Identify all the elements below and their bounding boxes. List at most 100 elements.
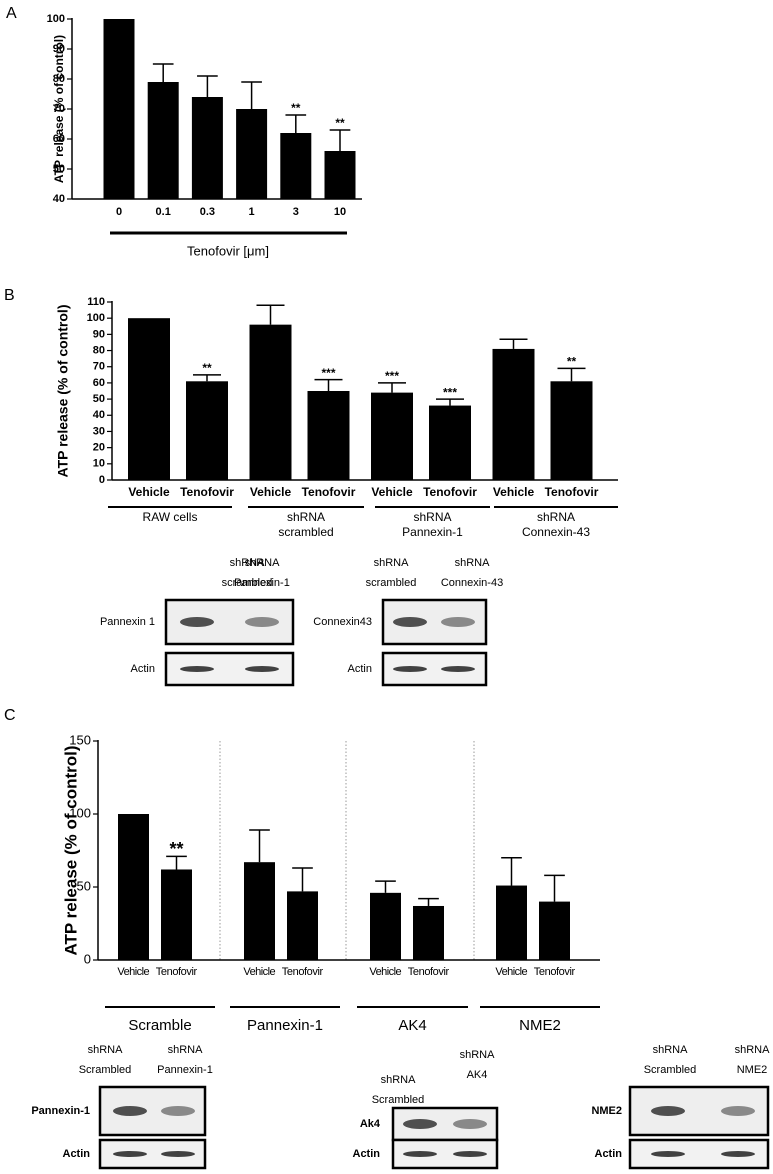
bar bbox=[103, 19, 135, 199]
bar bbox=[492, 348, 535, 480]
blot-band bbox=[161, 1106, 195, 1116]
y-tick-label: 50 bbox=[93, 393, 105, 405]
x-tick-label: 1 bbox=[249, 206, 255, 218]
bar bbox=[307, 391, 350, 480]
blot-row-label: Pannexin 1 bbox=[100, 616, 155, 628]
y-tick-label: 100 bbox=[47, 13, 65, 25]
group-label: Pannexin-1 bbox=[402, 525, 463, 539]
x-tick-label: 0.1 bbox=[156, 206, 171, 218]
group-label: Pannexin-1 bbox=[247, 1017, 323, 1034]
blot-band bbox=[453, 1119, 487, 1129]
y-tick-label: 90 bbox=[93, 328, 105, 340]
group-label: NME2 bbox=[519, 1017, 561, 1034]
blot-band bbox=[721, 1106, 755, 1116]
y-tick-label: 0 bbox=[84, 951, 91, 966]
blot-column-label: Scrambled bbox=[644, 1064, 697, 1076]
x-tick-label: Tenofovir bbox=[180, 485, 234, 499]
y-tick-label: 80 bbox=[53, 73, 65, 85]
y-axis-label: ATP release (% of control) bbox=[61, 745, 80, 955]
blot-row-label: Actin bbox=[348, 663, 372, 675]
x-tick-label: Tenofovir bbox=[302, 485, 356, 499]
blot-column-label: scrambled bbox=[366, 577, 417, 589]
x-tick-label: Vehicle bbox=[128, 485, 170, 499]
y-tick-label: 60 bbox=[53, 133, 65, 145]
y-tick-label: 50 bbox=[77, 878, 91, 893]
x-tick-label: Vehicle bbox=[117, 966, 149, 978]
y-axis-label: ATP release (% of control) bbox=[55, 305, 71, 478]
y-tick-label: 50 bbox=[53, 163, 65, 175]
blot-band bbox=[180, 617, 214, 627]
blot-band bbox=[403, 1151, 437, 1157]
bar bbox=[413, 905, 444, 960]
bar bbox=[280, 133, 312, 199]
y-axis-label: ATP release (% of control) bbox=[52, 35, 66, 183]
blot-row-label: Actin bbox=[63, 1148, 91, 1160]
y-tick-label: 10 bbox=[93, 458, 105, 470]
blot-row-label: Connexin43 bbox=[313, 616, 372, 628]
bar bbox=[161, 869, 192, 960]
blot-row-label: Pannexin-1 bbox=[31, 1105, 90, 1117]
blot-band bbox=[721, 1151, 755, 1157]
x-tick-label: 0.3 bbox=[200, 206, 215, 218]
y-tick-label: 60 bbox=[93, 377, 105, 389]
bar bbox=[147, 82, 179, 199]
y-tick-label: 80 bbox=[93, 344, 105, 356]
bar bbox=[118, 814, 149, 960]
blot-column-label: Scrambled bbox=[372, 1094, 425, 1106]
bar bbox=[539, 901, 570, 960]
blot-band bbox=[441, 666, 475, 672]
blot-column-label: Pannexin-1 bbox=[157, 1064, 213, 1076]
y-tick-label: 100 bbox=[87, 312, 105, 324]
group-label: shRNA bbox=[287, 510, 325, 524]
bar bbox=[249, 324, 292, 480]
blot-column-label: shRNA bbox=[455, 557, 491, 569]
x-tick-label: Tenofovir bbox=[423, 485, 477, 499]
group-label: RAW cells bbox=[143, 510, 198, 524]
significance-label: ** bbox=[169, 839, 183, 859]
x-tick-label: 3 bbox=[293, 206, 299, 218]
significance-label: ** bbox=[291, 101, 301, 115]
blot-band bbox=[651, 1151, 685, 1157]
blot-band bbox=[113, 1106, 147, 1116]
y-tick-label: 70 bbox=[53, 103, 65, 115]
x-tick-label: Tenofovir bbox=[534, 966, 576, 978]
x-tick-label: Tenofovir bbox=[545, 485, 599, 499]
x-tick-label: Tenofovir bbox=[156, 966, 198, 978]
blot-column-label: shRNA bbox=[381, 1074, 417, 1086]
blot-column-label: shRNA bbox=[88, 1044, 124, 1056]
x-tick-label: 10 bbox=[334, 206, 346, 218]
blot-row-label: Actin bbox=[131, 663, 155, 675]
blot-column-label: shRNA bbox=[168, 1044, 204, 1056]
significance-label: ** bbox=[335, 116, 345, 130]
panel-letter: C bbox=[4, 707, 16, 724]
significance-label: *** bbox=[321, 366, 335, 380]
x-tick-label: Vehicle bbox=[493, 485, 535, 499]
y-tick-label: 40 bbox=[53, 193, 65, 205]
blot-column-label: Connexin-43 bbox=[441, 577, 503, 589]
blot-column-label: shRNA bbox=[653, 1044, 689, 1056]
group-label: Scramble bbox=[128, 1017, 191, 1034]
bar bbox=[371, 392, 413, 480]
bar bbox=[550, 381, 593, 480]
x-tick-label: Vehicle bbox=[371, 485, 413, 499]
x-tick-label: Vehicle bbox=[369, 966, 401, 978]
blot-row-label: Actin bbox=[595, 1148, 623, 1160]
x-axis-label: Tenofovir [μm] bbox=[187, 243, 269, 258]
significance-label: ** bbox=[202, 361, 212, 375]
group-label: Connexin-43 bbox=[522, 525, 590, 539]
blot-column-label: NME2 bbox=[737, 1064, 768, 1076]
x-tick-label: Vehicle bbox=[250, 485, 292, 499]
group-label: shRNA bbox=[537, 510, 575, 524]
y-tick-label: 20 bbox=[93, 442, 105, 454]
blot-column-label: shRNA bbox=[460, 1049, 496, 1061]
blot-column-label: shRNA bbox=[230, 557, 266, 569]
y-tick-label: 40 bbox=[93, 409, 105, 421]
blot-row-label: Ak4 bbox=[360, 1118, 381, 1130]
significance-label: ** bbox=[567, 355, 577, 369]
blot-row-label: Actin bbox=[353, 1148, 381, 1160]
blot-band bbox=[180, 666, 214, 672]
bar bbox=[186, 381, 228, 480]
blot-column-label: Pannexin-1 bbox=[234, 577, 290, 589]
y-tick-label: 0 bbox=[99, 474, 105, 486]
